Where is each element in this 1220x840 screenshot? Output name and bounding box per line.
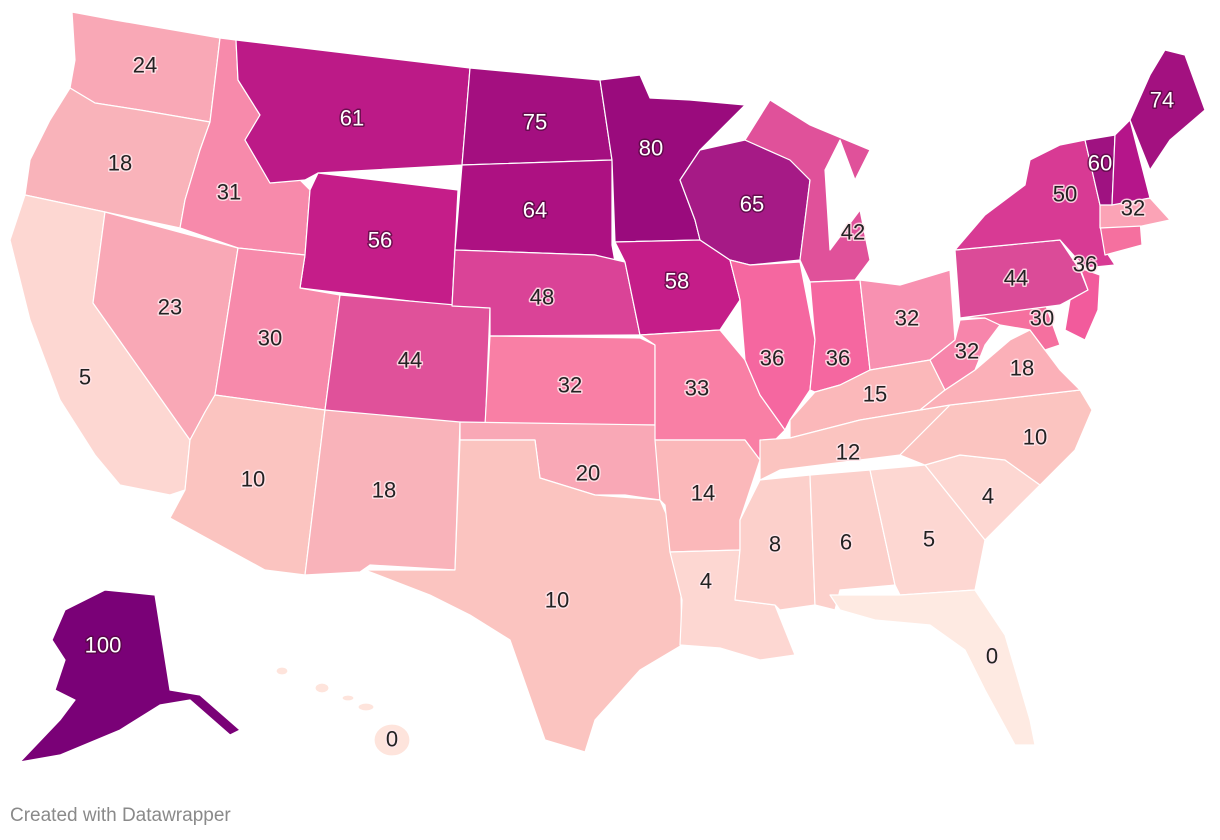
label-ar: 14 [691, 481, 715, 506]
label-nm: 18 [372, 478, 396, 503]
label-mi: 42 [841, 220, 865, 245]
datawrapper-credit: Created with Datawrapper [10, 805, 231, 826]
label-la: 4 [700, 569, 712, 594]
label-in: 36 [826, 346, 850, 371]
label-mt: 61 [340, 106, 364, 131]
label-il: 36 [760, 346, 784, 371]
label-wa: 24 [133, 53, 157, 78]
state-me[interactable] [1129, 49, 1206, 171]
value-labels: 24 18 5 31 23 61 56 30 10 44 18 75 64 48… [77, 51, 1175, 753]
label-id: 31 [217, 180, 241, 205]
us-choropleth-map: 24 18 5 31 23 61 56 30 10 44 18 75 64 48… [9, 11, 1206, 763]
label-ak: 100 [85, 633, 122, 658]
label-ne: 48 [530, 285, 554, 310]
label-ms: 8 [769, 532, 781, 557]
label-fl: 0 [986, 644, 998, 669]
state-mi[interactable] [744, 99, 871, 283]
state-nj[interactable] [1064, 267, 1101, 341]
state-fl[interactable] [829, 589, 1036, 746]
label-al: 6 [840, 530, 852, 555]
label-tx: 10 [545, 588, 569, 613]
state-hi[interactable] [275, 666, 411, 757]
label-nj: 36 [1073, 252, 1097, 277]
label-wv: 32 [955, 339, 979, 364]
state-ak[interactable] [19, 589, 241, 763]
label-mo: 33 [685, 376, 709, 401]
label-az: 10 [241, 467, 265, 492]
label-mn: 80 [639, 136, 663, 161]
state-nh[interactable] [1111, 119, 1151, 206]
label-ga: 5 [923, 527, 935, 552]
label-ma: 32 [1121, 196, 1145, 221]
label-nc: 10 [1023, 425, 1047, 450]
state-il[interactable] [729, 259, 816, 431]
label-ok: 20 [576, 461, 600, 486]
label-ks: 32 [558, 373, 582, 398]
label-va: 18 [1010, 356, 1034, 381]
label-vt: 60 [1088, 151, 1112, 176]
label-me: 74 [1150, 88, 1174, 113]
label-hi: 0 [386, 727, 398, 752]
label-ca: 5 [79, 365, 91, 390]
label-tn: 12 [836, 440, 860, 465]
label-wy: 56 [368, 228, 392, 253]
label-oh: 32 [895, 306, 919, 331]
label-ia: 58 [665, 269, 689, 294]
label-wi: 65 [740, 192, 764, 217]
label-ut: 30 [258, 326, 282, 351]
label-sd: 64 [523, 198, 547, 223]
label-md: 30 [1030, 306, 1054, 331]
label-sc: 4 [982, 484, 994, 509]
label-nd: 75 [523, 110, 547, 135]
label-or: 18 [108, 151, 132, 176]
label-ny: 50 [1053, 182, 1077, 207]
label-ky: 15 [863, 382, 887, 407]
label-nv: 23 [158, 295, 182, 320]
label-co: 44 [398, 348, 422, 373]
state-tx[interactable] [364, 439, 683, 753]
label-pa: 44 [1004, 266, 1028, 291]
state-ne[interactable] [451, 249, 641, 337]
